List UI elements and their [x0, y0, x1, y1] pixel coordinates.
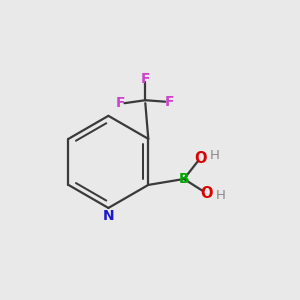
Text: F: F	[141, 72, 150, 86]
Text: F: F	[115, 96, 125, 110]
Text: O: O	[200, 186, 212, 201]
Text: H: H	[216, 189, 225, 202]
Text: N: N	[103, 209, 114, 224]
Text: O: O	[194, 151, 207, 166]
Text: H: H	[210, 149, 220, 162]
Text: F: F	[165, 95, 174, 109]
Text: B: B	[178, 172, 189, 186]
